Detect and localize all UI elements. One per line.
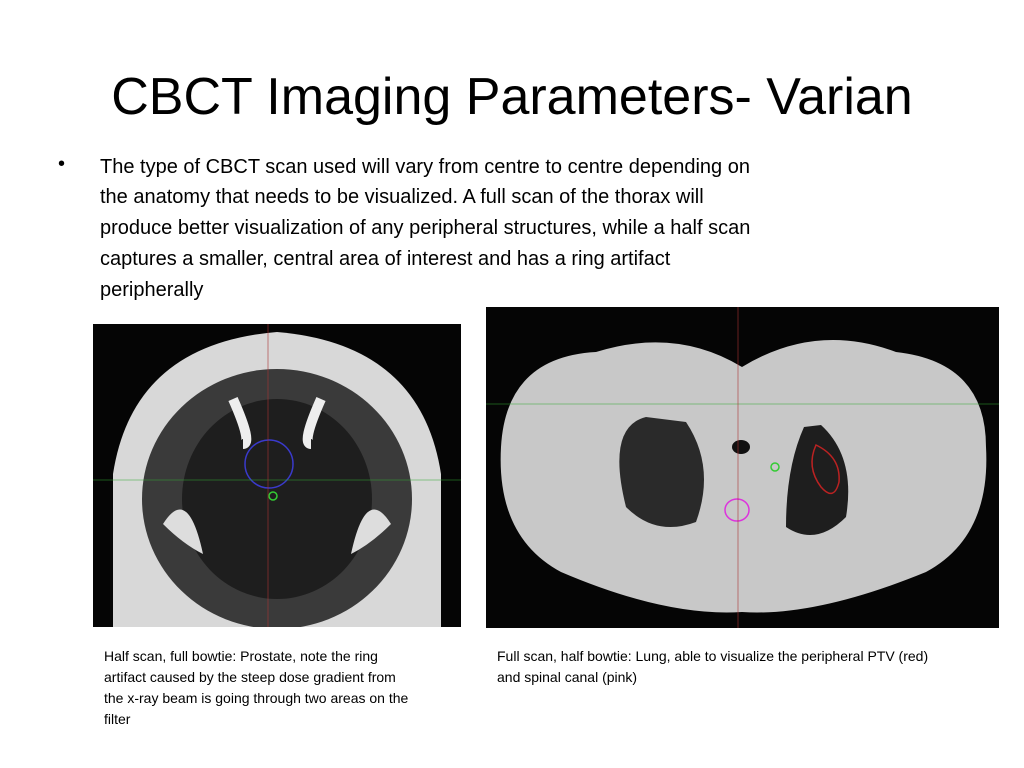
bullet-line: The type of CBCT scan used will vary fro…	[100, 156, 750, 178]
isocenter	[268, 491, 278, 501]
bone	[228, 396, 326, 449]
trachea	[732, 440, 750, 454]
spinal-canal	[724, 498, 750, 522]
caption: Full scan, half bowtie: Lung, able to vi…	[497, 646, 928, 688]
prostate-scan	[93, 324, 461, 627]
bladder-contour	[244, 439, 294, 489]
pelvis-inner	[182, 399, 372, 599]
caption-line: filter	[104, 711, 131, 727]
thorax	[500, 340, 987, 613]
caption-line: and spinal canal (pink)	[497, 669, 638, 685]
bullet-line: the anatomy that needs to be visualized.…	[100, 186, 704, 208]
bullet-line: captures a smaller, central area of inte…	[100, 248, 671, 270]
ptv-contour	[811, 443, 840, 495]
caption-line: Full scan, half bowtie: Lung, able to vi…	[497, 648, 929, 664]
bullet-marker: •	[58, 153, 66, 175]
right-lung	[619, 417, 704, 527]
bullet-line: peripherally	[100, 279, 204, 301]
bullet-line: produce better visualization of any peri…	[100, 217, 751, 239]
caption-line: the x-ray beam is going through two area…	[104, 690, 409, 706]
caption-line: artifact caused by the steep dose gradie…	[104, 669, 396, 685]
caption: Half scan, full bowtie: Prostate, note t…	[104, 646, 408, 730]
caption-line: Half scan, full bowtie: Prostate, note t…	[104, 648, 378, 664]
lung-scan	[486, 307, 999, 628]
femur	[163, 509, 391, 554]
isocenter	[770, 462, 780, 472]
slide-title: CBCT Imaging Parameters- Varian	[111, 68, 913, 126]
